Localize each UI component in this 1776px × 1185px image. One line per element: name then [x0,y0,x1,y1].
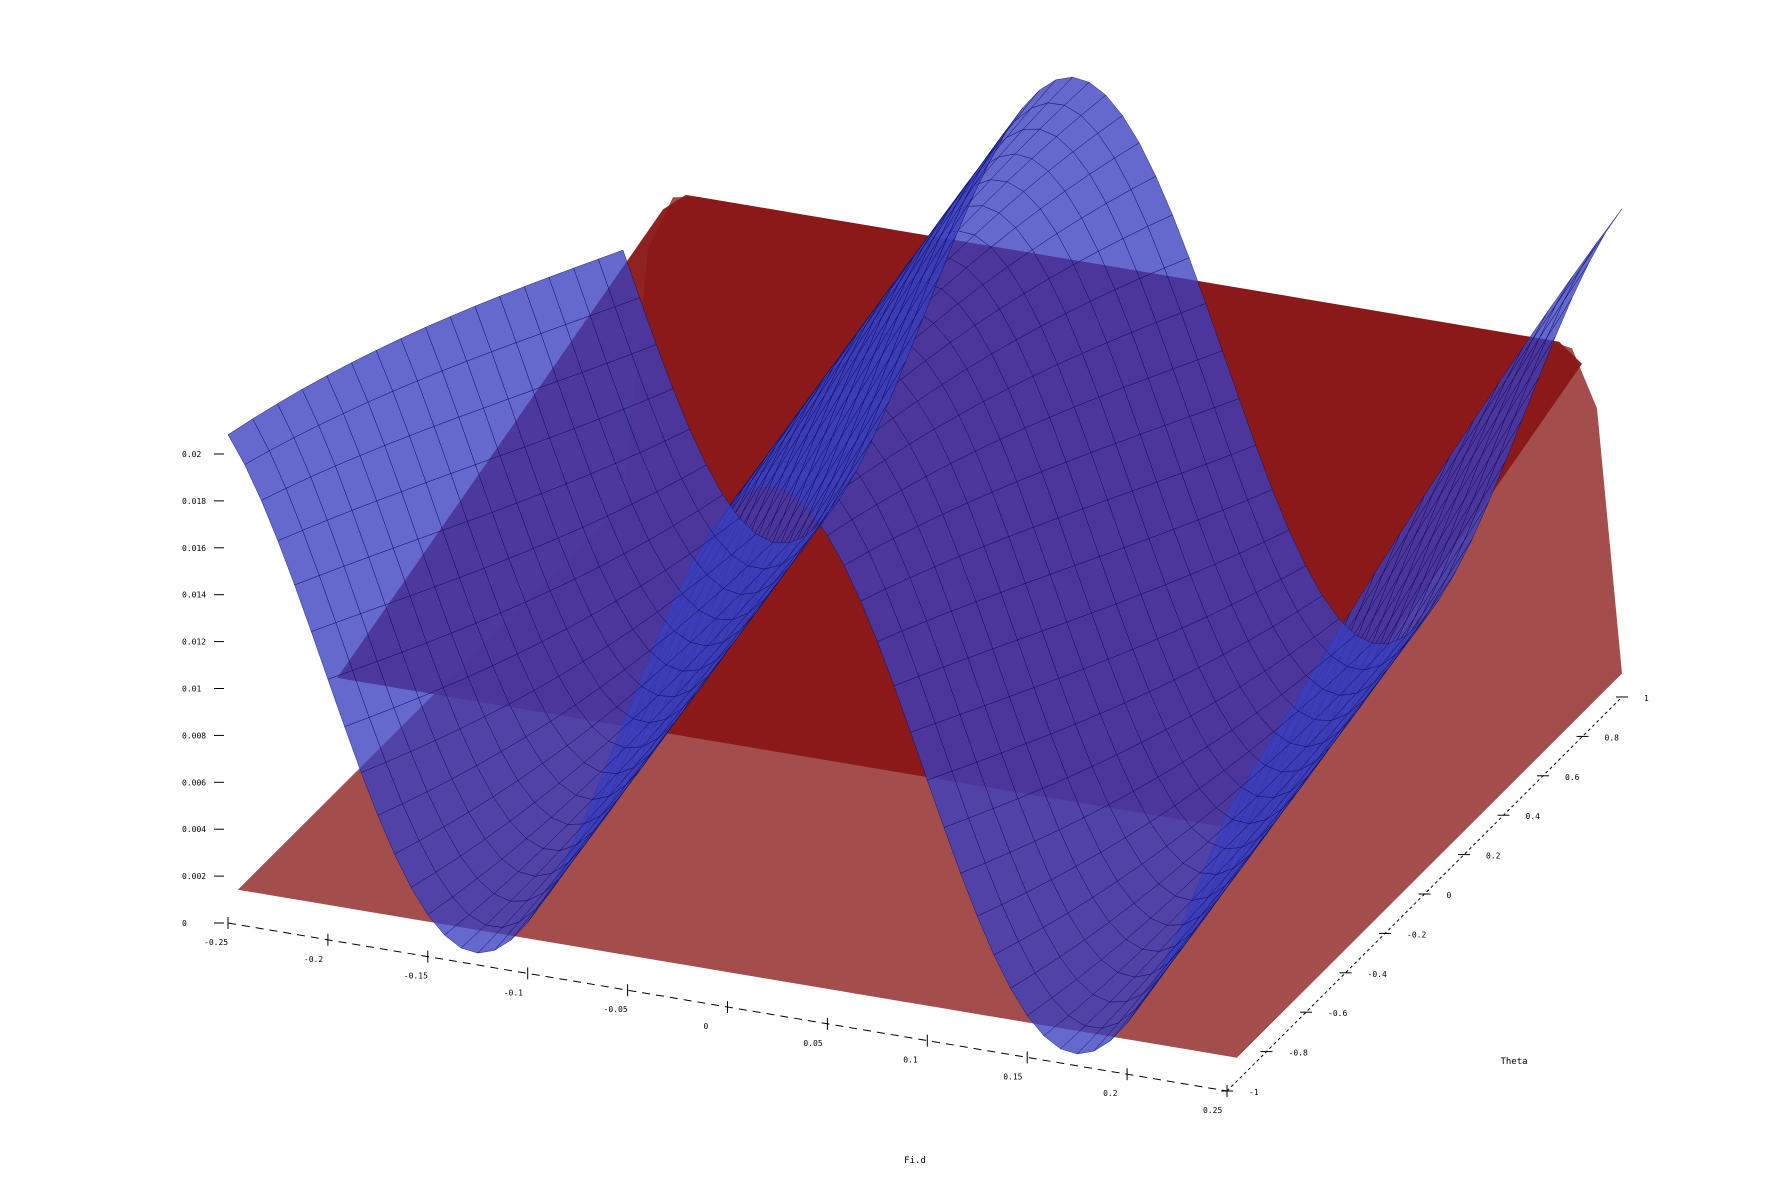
x-tick-label: 0 [704,1022,709,1031]
y-tick-label: -0.4 [1368,970,1387,979]
z-tick-label: 0.006 [182,778,206,787]
y-axis-title: Theta [1500,1057,1527,1067]
z-tick-label: 0.002 [182,872,206,881]
x-tick-label: 0.15 [1003,1072,1022,1081]
y-tick-label: 0.4 [1526,812,1541,821]
x-tick-label: 0.05 [803,1039,822,1048]
z-tick-label: 0.012 [182,638,206,647]
x-tick-label: -0.1 [504,988,523,997]
z-tick-label: 0.014 [182,591,206,600]
y-tick-label: -1 [1249,1088,1259,1097]
x-tick-label: 0.25 [1203,1106,1222,1115]
z-tick-label: 0 [182,919,187,928]
blue-surface-facet [1547,262,1589,337]
y-tick-label: 0.8 [1605,733,1620,742]
y-tick-label: 1 [1644,694,1649,703]
blue-surface-facet [1580,208,1623,269]
blue-surface [227,76,1623,1055]
y-tick-label: 0 [1447,891,1452,900]
z-tick-label: 0.01 [182,685,201,694]
y-tick-label: 0.2 [1486,852,1501,861]
x-tick-label: 0.1 [903,1056,918,1065]
x-tick-label: 0.2 [1103,1089,1118,1098]
x-tick-label: -0.25 [204,938,228,947]
axes: -0.25 -0.2 -0.15 -0.1 -0.05 0 0.05 0.1 0.15 0.2 0.… [182,450,1649,1115]
x-axis-title: Fi.d [904,1156,926,1166]
blue-surface-facet [1563,232,1606,301]
z-tick-label: 0.016 [182,544,206,553]
x-tick-label: -0.05 [604,1005,628,1014]
y-tick-label: -0.6 [1328,1009,1347,1018]
x-tick-label: -0.15 [404,972,428,981]
z-tick-label: 0.02 [182,450,201,459]
blue-surface-facet [1555,241,1598,305]
z-tick-label: 0.018 [182,497,206,506]
blue-surface-facet [1539,268,1581,339]
x-tick-label: -0.2 [304,955,323,964]
y-tick-label: -0.2 [1407,930,1426,939]
z-tick-label: 0.004 [182,825,206,834]
y-tick-label: 0.6 [1565,773,1580,782]
z-tick-label: 0.008 [182,731,206,740]
y-tick-label: -0.8 [1289,1049,1308,1058]
